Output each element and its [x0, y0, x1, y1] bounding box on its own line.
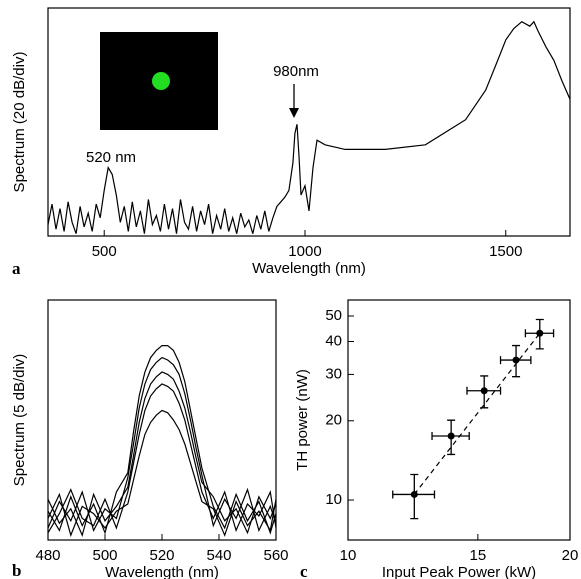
- data-point: [410, 490, 418, 498]
- panel-label: b: [12, 561, 21, 579]
- arrow-head: [289, 108, 299, 118]
- y-tick-label: 20: [325, 412, 342, 429]
- y-tick-label: 50: [325, 307, 342, 324]
- panel-label: a: [12, 259, 21, 278]
- plot-frame: [47, 7, 571, 237]
- x-tick-label: 15: [470, 547, 487, 564]
- y-tick-label: 10: [325, 491, 342, 508]
- x-tick-label: 1000: [288, 243, 321, 260]
- data-point: [447, 432, 455, 440]
- x-axis-label: Wavelength (nm): [252, 260, 366, 277]
- spectrum-line: [47, 356, 277, 533]
- x-tick-label: 10: [340, 547, 357, 564]
- spectrum-line: [47, 20, 571, 234]
- plot-frame: [347, 299, 571, 541]
- x-axis-label: Input Peak Power (kW): [382, 564, 536, 579]
- data-point: [480, 387, 488, 395]
- spectrum-line: [47, 409, 277, 538]
- x-tick-label: 560: [263, 547, 288, 564]
- x-tick-label: 1500: [489, 243, 522, 260]
- x-tick-label: 520: [149, 547, 174, 564]
- spectrum-line: [47, 371, 277, 537]
- green-spot: [152, 72, 170, 90]
- x-tick-label: 500: [92, 547, 117, 564]
- x-tick-label: 480: [35, 547, 60, 564]
- y-axis-label: Spectrum (20 dB/div): [11, 52, 28, 193]
- x-axis-label: Wavelength (nm): [105, 564, 219, 579]
- x-tick-label: 540: [206, 547, 231, 564]
- data-point: [512, 356, 520, 364]
- x-tick-label: 20: [562, 547, 579, 564]
- data-point: [536, 329, 544, 337]
- fit-line: [413, 332, 541, 495]
- y-tick-label: 30: [325, 365, 342, 382]
- y-tick-label: 40: [325, 332, 342, 349]
- y-axis-label: Spectrum (5 dB/div): [11, 354, 28, 487]
- annotation: 520 nm: [86, 149, 136, 166]
- annotation: 980nm: [273, 63, 319, 80]
- panel-label: c: [300, 562, 308, 579]
- y-axis-label: TH power (nW): [294, 369, 311, 471]
- spectrum-line: [47, 383, 277, 534]
- x-tick-label: 500: [92, 243, 117, 260]
